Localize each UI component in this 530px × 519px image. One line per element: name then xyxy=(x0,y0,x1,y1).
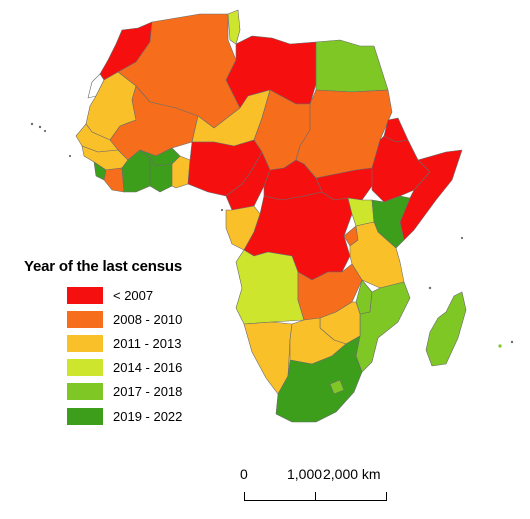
scale-label-zero: 0 xyxy=(240,466,248,482)
legend-swatch xyxy=(67,383,103,401)
region-western-sahara xyxy=(87,73,105,99)
legend-item: 2019 - 2022 xyxy=(67,404,182,428)
scale-bar: 0 1,000 2,000 km xyxy=(236,466,396,506)
region-angola xyxy=(235,249,305,325)
island-dot xyxy=(220,208,224,212)
island-dot xyxy=(30,122,34,126)
scale-label-2000: 2,000 km xyxy=(323,466,381,482)
region-lesotho xyxy=(329,379,345,395)
region-tunisia xyxy=(227,9,241,45)
region-zambia xyxy=(297,263,363,321)
legend-swatch xyxy=(67,407,103,425)
region-somalia xyxy=(399,149,463,241)
region-madagascar xyxy=(425,291,467,367)
region-south-africa xyxy=(275,335,363,423)
island-dot xyxy=(498,344,502,348)
legend-item: 2008 - 2010 xyxy=(67,307,182,331)
island-dot xyxy=(510,340,514,344)
legend: Year of the last census < 2007 2008 - 201… xyxy=(24,258,182,428)
scale-label-1000: 1,000 xyxy=(287,466,323,482)
scale-tick xyxy=(315,492,316,501)
region-egypt xyxy=(315,39,389,93)
region-liberia xyxy=(103,167,125,193)
island-dot xyxy=(38,125,42,129)
legend-swatch xyxy=(67,286,103,304)
legend-title: Year of the last census xyxy=(24,258,182,275)
scale-tick xyxy=(386,492,387,501)
legend-item: < 2007 xyxy=(67,283,182,307)
legend-swatch xyxy=(67,310,103,328)
legend-swatch xyxy=(67,359,103,377)
island-dot xyxy=(43,129,47,133)
legend-items: < 2007 2008 - 2010 2011 - 2013 2014 - 2016 2… xyxy=(24,283,182,428)
scale-tick xyxy=(244,492,245,501)
legend-item: 2017 - 2018 xyxy=(67,380,182,404)
legend-label: 2017 - 2018 xyxy=(113,384,183,400)
island-dot xyxy=(68,154,72,158)
legend-label: 2019 - 2022 xyxy=(113,408,183,424)
legend-label: 2008 - 2010 xyxy=(113,311,183,327)
legend-item: 2011 - 2013 xyxy=(67,331,182,355)
legend-label: 2014 - 2016 xyxy=(113,360,183,376)
region-uganda xyxy=(347,197,375,227)
legend-label: < 2007 xyxy=(113,287,154,303)
legend-item: 2014 - 2016 xyxy=(67,356,182,380)
legend-label: 2011 - 2013 xyxy=(113,335,182,351)
island-dot xyxy=(460,236,464,240)
island-dot xyxy=(428,286,432,290)
legend-swatch xyxy=(67,334,103,352)
